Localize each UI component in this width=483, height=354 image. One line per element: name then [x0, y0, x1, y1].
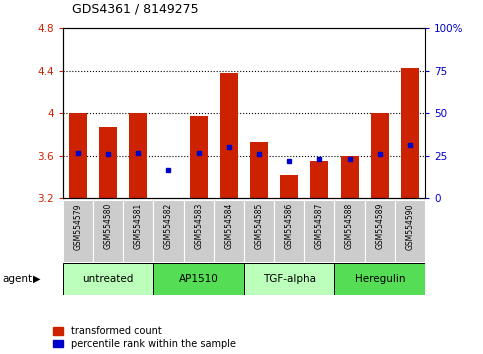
- Legend: transformed count, percentile rank within the sample: transformed count, percentile rank withi…: [53, 326, 236, 349]
- Bar: [334, 200, 365, 262]
- Text: GSM554587: GSM554587: [315, 203, 324, 250]
- Text: GSM554585: GSM554585: [255, 203, 264, 250]
- Text: GSM554586: GSM554586: [284, 203, 294, 250]
- Bar: [63, 263, 154, 295]
- Bar: [189, 116, 208, 198]
- Bar: [401, 68, 419, 198]
- Bar: [154, 200, 184, 262]
- Bar: [274, 200, 304, 262]
- Text: GSM554590: GSM554590: [405, 203, 414, 250]
- Text: GSM554579: GSM554579: [73, 203, 83, 250]
- Text: Heregulin: Heregulin: [355, 274, 405, 284]
- Text: agent: agent: [2, 274, 32, 284]
- Bar: [129, 113, 147, 198]
- Bar: [244, 200, 274, 262]
- Bar: [244, 263, 334, 295]
- Bar: [334, 263, 425, 295]
- Bar: [63, 200, 93, 262]
- Bar: [341, 156, 358, 198]
- Bar: [123, 200, 154, 262]
- Bar: [311, 161, 328, 198]
- Bar: [304, 200, 334, 262]
- Text: untreated: untreated: [83, 274, 134, 284]
- Text: GSM554588: GSM554588: [345, 203, 354, 249]
- Bar: [395, 200, 425, 262]
- Bar: [220, 73, 238, 198]
- Bar: [154, 263, 244, 295]
- Text: AP1510: AP1510: [179, 274, 218, 284]
- Bar: [184, 200, 213, 262]
- Text: GSM554584: GSM554584: [224, 203, 233, 250]
- Text: GSM554581: GSM554581: [134, 203, 143, 249]
- Text: GSM554582: GSM554582: [164, 203, 173, 249]
- Text: GSM554589: GSM554589: [375, 203, 384, 250]
- Bar: [213, 200, 244, 262]
- Bar: [69, 113, 87, 198]
- Bar: [280, 175, 298, 198]
- Bar: [99, 127, 117, 198]
- Text: GSM554580: GSM554580: [103, 203, 113, 250]
- Bar: [365, 200, 395, 262]
- Bar: [93, 200, 123, 262]
- Text: ▶: ▶: [33, 274, 41, 284]
- Bar: [250, 142, 268, 198]
- Text: GSM554583: GSM554583: [194, 203, 203, 250]
- Bar: [371, 113, 389, 198]
- Text: TGF-alpha: TGF-alpha: [263, 274, 316, 284]
- Text: GDS4361 / 8149275: GDS4361 / 8149275: [72, 3, 199, 16]
